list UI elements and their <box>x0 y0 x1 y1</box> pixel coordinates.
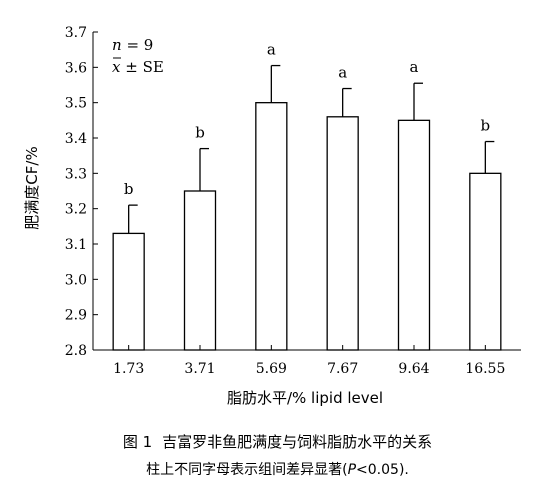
stat-value: ± SE <box>120 58 163 76</box>
significance-label: a <box>267 41 276 59</box>
y-tick-label: 3.2 <box>65 202 87 218</box>
figure-caption-title: 图 1 吉富罗非鱼肥满度与饲料脂肪水平的关系 <box>0 431 555 452</box>
y-tick-label: 3.6 <box>65 60 87 76</box>
svg-text:x ± SE: x ± SE <box>112 58 164 76</box>
n-label: n <box>112 36 122 54</box>
note-suffix: <0.05). <box>356 462 409 478</box>
bar <box>397 119 431 351</box>
y-tick-label: 3.5 <box>65 96 87 112</box>
bar <box>326 116 359 351</box>
y-tick-label: 3.4 <box>65 131 87 147</box>
y-tick-label: 2.9 <box>65 308 87 324</box>
x-tick-label: 9.64 <box>398 361 429 377</box>
bar <box>183 190 217 351</box>
x-axis-title: 脂肪水平/% lipid level <box>227 389 383 407</box>
significance-label: a <box>410 58 419 76</box>
y-tick-label: 3.0 <box>65 272 87 288</box>
significance-label: b <box>124 180 134 198</box>
figure-number: 图 1 <box>122 433 153 451</box>
x-tick-label: 1.73 <box>113 361 144 377</box>
y-tick-label: 3.7 <box>65 25 87 41</box>
x-tick-label: 16.55 <box>465 361 505 377</box>
bar <box>112 232 145 351</box>
significance-label: b <box>481 117 491 135</box>
significance-label: a <box>338 64 347 82</box>
figure-title: 吉富罗非鱼肥满度与饲料脂肪水平的关系 <box>162 433 433 451</box>
x-tick-label: 5.69 <box>256 361 287 377</box>
y-tick-label: 3.3 <box>65 166 87 182</box>
x-tick-label: 7.67 <box>327 361 358 377</box>
y-tick-label: 2.8 <box>65 343 87 359</box>
stats-annotation: n = 9 x ± SE <box>112 36 164 76</box>
significance-label: b <box>195 124 205 142</box>
mean-symbol: x <box>112 58 121 76</box>
y-axis-title: 肥满度CF/% <box>23 146 41 229</box>
y-tick-label: 3.1 <box>65 237 87 253</box>
note-p: P <box>347 462 357 478</box>
bar-chart: b b a a a b 2.8 2.9 3.0 3.1 3.2 3.3 3.4 3.5 3.6 3.7 1.7… <box>23 25 521 407</box>
x-tick-label: 3.71 <box>184 361 215 377</box>
figure-caption-note: 柱上不同字母表示组间差异显著(P<0.05). <box>0 459 555 479</box>
bar <box>255 102 288 351</box>
svg-text:n = 9: n = 9 <box>112 36 153 54</box>
n-value: = 9 <box>122 36 154 54</box>
bar <box>469 172 502 351</box>
note-prefix: 柱上不同字母表示组间差异显著( <box>146 462 348 478</box>
